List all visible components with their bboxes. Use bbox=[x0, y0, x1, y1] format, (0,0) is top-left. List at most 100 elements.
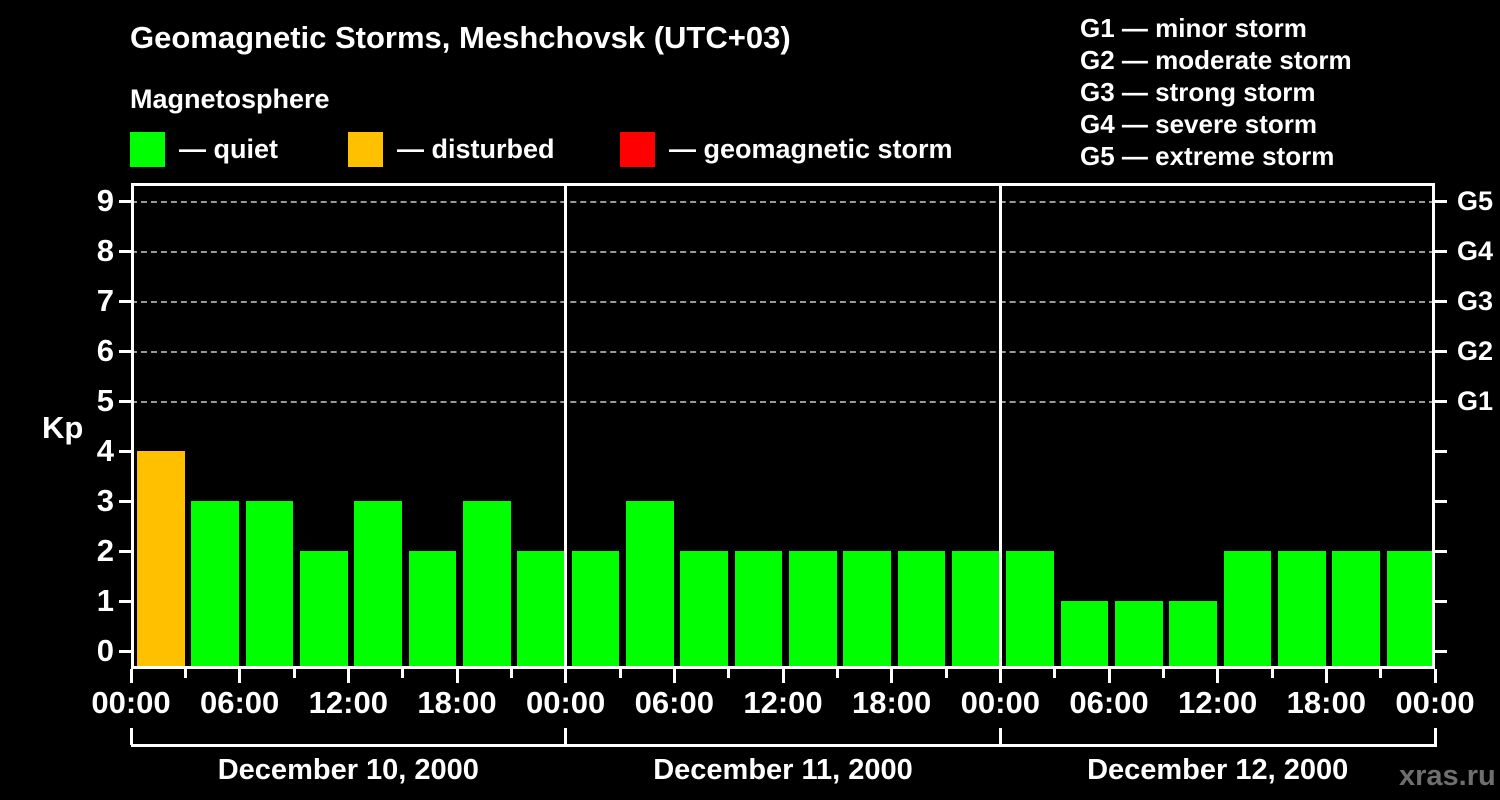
y-tick-right bbox=[1435, 549, 1447, 553]
x-tick-major bbox=[781, 669, 785, 683]
kp-bar-quiet bbox=[734, 551, 783, 669]
x-tick-major bbox=[346, 669, 350, 683]
x-tick-major bbox=[672, 669, 676, 683]
y-tick-right bbox=[1435, 599, 1447, 603]
y-tick-label: 2 bbox=[96, 533, 114, 568]
date-bracket-tick bbox=[129, 728, 133, 745]
kp-bar-quiet bbox=[1223, 551, 1272, 669]
kp-bar-quiet bbox=[1278, 551, 1326, 669]
kp-bar-quiet bbox=[354, 501, 403, 669]
x-tick-major bbox=[1107, 669, 1111, 683]
x-tick-major bbox=[1324, 669, 1328, 683]
x-tick-minor bbox=[835, 669, 839, 678]
gridline-kp7 bbox=[131, 301, 1435, 303]
x-tick-label: 12:00 bbox=[743, 685, 823, 720]
gridline-kp5 bbox=[131, 401, 1435, 403]
y-tick-label: 7 bbox=[96, 283, 114, 318]
kp-bar-quiet bbox=[300, 551, 348, 669]
x-tick-major bbox=[1216, 669, 1220, 683]
kp-bar-quiet bbox=[952, 551, 1000, 669]
x-tick-label: 06:00 bbox=[1069, 685, 1149, 720]
x-tick-major bbox=[238, 669, 242, 683]
kp-bar-quiet bbox=[245, 501, 294, 669]
kp-bar-quiet bbox=[517, 551, 566, 669]
y-tick-label: 3 bbox=[96, 483, 114, 518]
x-tick-minor bbox=[944, 669, 948, 678]
disturbed-label: — disturbed bbox=[397, 134, 555, 164]
g3-legend-row: G3 — strong storm bbox=[1080, 77, 1316, 107]
date-bracket-line bbox=[131, 744, 1437, 747]
g5-legend-row: G5 — extreme storm bbox=[1080, 141, 1335, 171]
legend-item-disturbed: — disturbed bbox=[348, 132, 555, 167]
kp-bar-quiet bbox=[1386, 551, 1435, 669]
legend-item-storm: — geomagnetic storm bbox=[620, 132, 953, 167]
magnetosphere-label: Magnetosphere bbox=[130, 84, 330, 114]
g-axis-label-g2: G2 bbox=[1457, 336, 1494, 366]
y-tick-left bbox=[119, 299, 131, 303]
date-label: December 10, 2000 bbox=[217, 754, 479, 786]
kp-bar-quiet bbox=[626, 501, 674, 669]
y-tick-label: 5 bbox=[96, 383, 114, 418]
x-tick-label: 06:00 bbox=[200, 685, 280, 720]
x-tick-minor bbox=[509, 669, 513, 678]
chart-title: Geomagnetic Storms, Meshchovsk (UTC+03) bbox=[130, 20, 791, 55]
date-bracket-tick bbox=[1433, 728, 1437, 745]
x-tick-label: 00:00 bbox=[91, 685, 171, 720]
disturbed-color-swatch bbox=[348, 132, 383, 167]
x-tick-major bbox=[455, 669, 459, 683]
kp-bar-quiet bbox=[1115, 601, 1163, 669]
x-tick-minor bbox=[401, 669, 405, 678]
kp-bar-quiet bbox=[680, 551, 729, 669]
g-axis-label-g4: G4 bbox=[1457, 236, 1494, 266]
g-axis-label-g5: G5 bbox=[1457, 186, 1494, 216]
kp-bar-quiet bbox=[463, 501, 511, 669]
quiet-color-swatch bbox=[130, 132, 165, 167]
g-axis-label-g3: G3 bbox=[1457, 286, 1494, 316]
y-tick-left bbox=[119, 349, 131, 353]
kp-bar-quiet bbox=[789, 551, 837, 669]
day-separator bbox=[998, 183, 1002, 669]
date-label: December 12, 2000 bbox=[1087, 754, 1349, 786]
y-axis-title: Kp bbox=[42, 410, 84, 445]
x-tick-label: 00:00 bbox=[960, 685, 1040, 720]
day-separator bbox=[564, 183, 568, 669]
quiet-label: — quiet bbox=[179, 134, 278, 164]
y-tick-right bbox=[1435, 199, 1447, 203]
y-tick-label: 6 bbox=[96, 333, 114, 368]
y-tick-left bbox=[119, 449, 131, 453]
kp-bar-disturbed bbox=[137, 451, 185, 669]
y-tick-label: 8 bbox=[96, 233, 114, 268]
y-tick-label: 0 bbox=[96, 633, 114, 668]
x-tick-minor bbox=[1053, 669, 1057, 678]
x-tick-label: 00:00 bbox=[1395, 685, 1475, 720]
y-tick-right bbox=[1435, 499, 1447, 503]
kp-bar-quiet bbox=[1006, 551, 1055, 669]
g-scale-legend: G1 — minor storm G2 — moderate storm G3 … bbox=[1080, 12, 1352, 172]
y-tick-left bbox=[119, 249, 131, 253]
kp-bar-quiet bbox=[1060, 601, 1109, 669]
legend-item-quiet: — quiet bbox=[130, 132, 278, 167]
x-tick-label: 00:00 bbox=[526, 685, 606, 720]
gridline-kp8 bbox=[131, 251, 1435, 253]
kp-bar-quiet bbox=[571, 551, 620, 669]
kp-bar-quiet bbox=[1332, 551, 1381, 669]
y-tick-right bbox=[1435, 649, 1447, 653]
x-tick-major bbox=[564, 669, 568, 683]
y-tick-left bbox=[119, 499, 131, 503]
kp-bar-quiet bbox=[843, 551, 892, 669]
date-bracket-tick bbox=[564, 728, 568, 745]
y-tick-left bbox=[119, 399, 131, 403]
storm-label: — geomagnetic storm bbox=[669, 134, 953, 164]
x-tick-minor bbox=[1161, 669, 1165, 678]
x-tick-minor bbox=[727, 669, 731, 678]
y-tick-label: 9 bbox=[96, 183, 114, 218]
y-tick-left bbox=[119, 199, 131, 203]
x-tick-major bbox=[129, 669, 133, 683]
g4-legend-row: G4 — severe storm bbox=[1080, 109, 1318, 139]
g2-legend-row: G2 — moderate storm bbox=[1080, 45, 1352, 75]
watermark: xras.ru bbox=[1399, 760, 1496, 792]
plot-area bbox=[131, 183, 1435, 669]
y-tick-right bbox=[1435, 349, 1447, 353]
x-tick-major bbox=[890, 669, 894, 683]
